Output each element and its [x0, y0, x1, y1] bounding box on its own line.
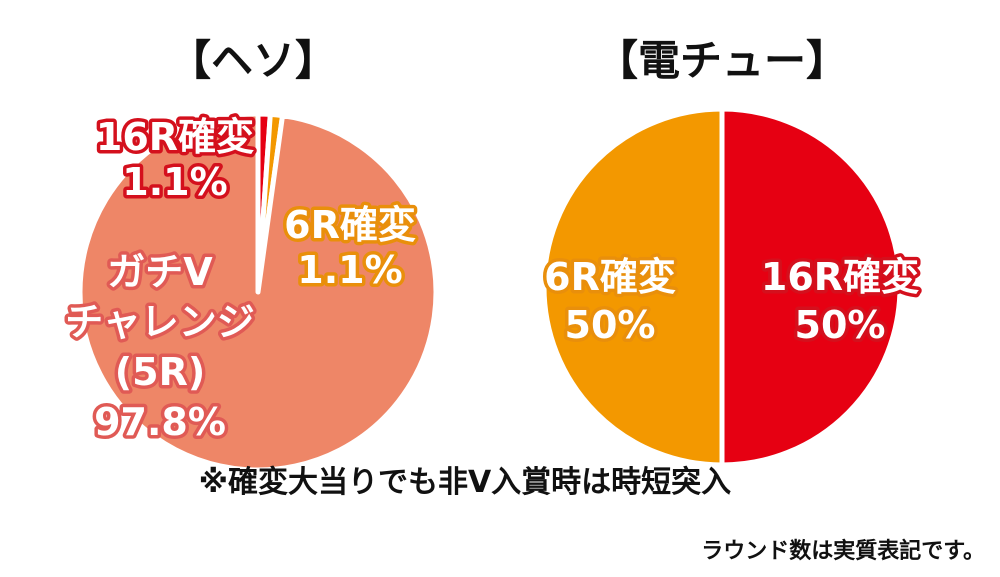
slice-label-gachi-v: ガチV チャレンジ (5R) 97.8% — [62, 247, 259, 448]
heso-slice-2 — [77, 111, 439, 473]
svg-text:97.8%: 97.8% — [94, 400, 226, 444]
slice-label-6r-heso: 6R確変 1.1% — [281, 200, 420, 296]
slice-label-6r-denchu: 6R確変 50% — [541, 252, 680, 351]
pie-chart-denchu — [541, 106, 903, 468]
denchu-slice-1 — [541, 106, 725, 468]
svg-text:6R確変: 6R確変 — [544, 255, 676, 299]
footnote-text: ラウンド数は実質表記です。 — [701, 538, 985, 564]
svg-text:チャレンジ: チャレンジ — [65, 300, 255, 344]
svg-text:50%: 50% — [795, 303, 886, 347]
svg-text:1.1%: 1.1% — [297, 248, 402, 292]
svg-text:ガチV: ガチV — [107, 250, 213, 294]
svg-text:1.1%: 1.1% — [122, 160, 227, 204]
denchu-slice-0 — [719, 106, 903, 468]
slice-label-16r-heso: 16R確変 1.1% — [92, 112, 257, 208]
svg-text:16R確変: 16R確変 — [96, 115, 254, 159]
slice-label-16r-denchu: 16R確変 50% — [757, 252, 922, 351]
chart-title-heso: 【ヘソ】 — [169, 36, 337, 85]
svg-text:6R確変: 6R確変 — [284, 203, 416, 247]
note-text: ※確変大当りでも非V入賞時は時短突入 — [199, 465, 731, 500]
svg-text:(5R): (5R) — [115, 350, 205, 394]
svg-text:16R確変: 16R確変 — [761, 255, 919, 299]
chart-title-denchu: 【電チュー】 — [596, 36, 848, 85]
pie-chart-heso — [77, 111, 439, 473]
svg-text:50%: 50% — [565, 303, 656, 347]
